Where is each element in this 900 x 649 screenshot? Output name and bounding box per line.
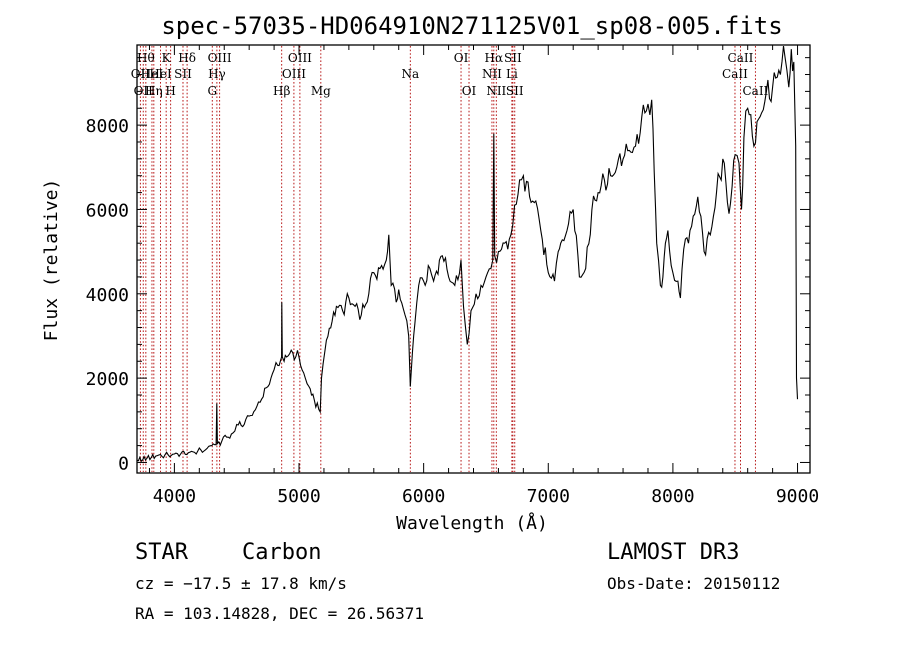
- line-markers: [139, 46, 756, 472]
- line-marker-label: SII: [174, 67, 192, 81]
- line-marker-label: NII: [482, 67, 502, 81]
- x-tick-label: 9000: [776, 486, 819, 507]
- line-marker-label: Na: [401, 67, 419, 81]
- line-marker-label: Hγ: [208, 67, 226, 81]
- x-tick-label: 5000: [277, 486, 320, 507]
- line-marker-label: CaII: [722, 67, 748, 81]
- y-tick-label: 8000: [86, 116, 129, 137]
- chart-title: spec-57035-HD064910N271125V01_sp08-005.f…: [161, 12, 782, 40]
- line-marker-label: Li: [506, 67, 518, 81]
- x-tick-label: 7000: [527, 486, 570, 507]
- line-marker-label: OII: [134, 84, 154, 98]
- line-marker-labels: OII OII Hθ HeI Hη HeI K H SII Hδ G Hγ OIII Hβ OIII OIII…: [131, 51, 769, 98]
- axis-ticks: [137, 45, 810, 473]
- line-marker-label: G: [207, 84, 217, 98]
- y-tick-label: 0: [118, 453, 129, 474]
- line-marker-label: Hδ: [178, 51, 196, 65]
- line-marker-label: Hα: [485, 51, 504, 65]
- plot-frame: [136, 44, 811, 474]
- y-tick-label: 2000: [86, 369, 129, 390]
- line-marker-label: H: [165, 84, 175, 98]
- line-marker-label: SII: [504, 51, 522, 65]
- star-class-label: STAR: [135, 540, 189, 565]
- line-marker-label: Hθ: [137, 51, 155, 65]
- x-tick-label: 8000: [651, 486, 694, 507]
- line-marker-label: Hβ: [273, 84, 290, 98]
- line-marker-label: HeI: [141, 67, 164, 81]
- line-marker-label: OIII: [208, 51, 232, 65]
- line-marker-label: Mg: [311, 84, 331, 98]
- line-marker-label: OI: [454, 51, 469, 65]
- x-tick-label: 4000: [153, 486, 196, 507]
- coordinates: RA = 103.14828, DEC = 26.56371: [135, 604, 424, 623]
- y-axis-label: Flux (relative): [41, 179, 62, 342]
- line-marker-label: NII: [486, 84, 506, 98]
- spectrum-line: [136, 46, 799, 463]
- line-marker-label: HeI: [149, 67, 172, 81]
- line-marker-label: Hη: [145, 84, 163, 98]
- line-marker-label: K: [162, 51, 172, 65]
- line-marker-label: SII: [506, 84, 524, 98]
- line-marker-label: OIII: [288, 51, 312, 65]
- x-axis-label: Wavelength (Å): [396, 512, 548, 534]
- axis-tick-labels: 4000 5000 6000 7000 8000 9000 0 2000 4000 6000 800…: [86, 116, 820, 507]
- y-tick-label: 6000: [86, 200, 129, 221]
- obs-date: Obs-Date: 20150112: [607, 574, 780, 593]
- line-marker-label: CaII: [728, 51, 754, 65]
- line-marker-label: OI: [462, 84, 477, 98]
- line-marker-label: CaII: [742, 84, 768, 98]
- x-tick-label: 6000: [402, 486, 445, 507]
- survey-label: LAMOST DR3: [607, 540, 739, 565]
- y-tick-label: 4000: [86, 285, 129, 306]
- star-subclass: Carbon: [242, 540, 321, 565]
- redshift-info: cz = −17.5 ± 17.8 km/s: [135, 574, 347, 593]
- line-marker-label: OIII: [282, 67, 306, 81]
- line-marker-label: OII: [131, 67, 151, 81]
